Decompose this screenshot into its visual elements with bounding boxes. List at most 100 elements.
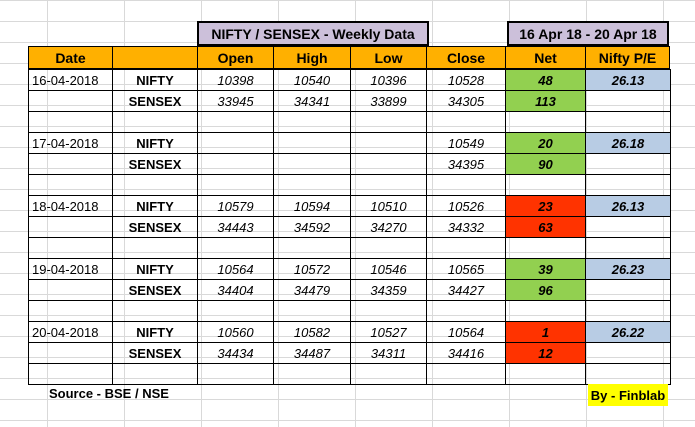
spacer-cell [197, 111, 274, 133]
spacer-cell [505, 174, 586, 196]
index-name-cell: SENSEX [112, 216, 198, 238]
spacer-cell [28, 363, 113, 385]
pe-cell [585, 90, 671, 112]
date-cell: 17-04-2018 [28, 132, 113, 154]
close-cell: 34416 [426, 342, 506, 364]
spacer-row [28, 111, 671, 133]
spacer-cell [273, 237, 351, 259]
date-cell: 16-04-2018 [28, 69, 113, 91]
date-cell [28, 153, 113, 175]
net-cell: 23 [505, 195, 586, 217]
open-cell: 10564 [197, 258, 274, 280]
spacer-cell [505, 111, 586, 133]
spacer-cell [585, 363, 671, 385]
spacer-cell [585, 300, 671, 322]
index-name-cell: NIFTY [112, 132, 198, 154]
net-cell: 90 [505, 153, 586, 175]
close-cell: 34305 [426, 90, 506, 112]
low-cell [350, 132, 427, 154]
table-row: 20-04-2018 NIFTY 10560 10582 10527 10564 1 26.2… [28, 321, 671, 343]
spacer-row [28, 174, 671, 196]
spacer-cell [585, 174, 671, 196]
open-cell: 10398 [197, 69, 274, 91]
spacer-cell [273, 111, 351, 133]
spacer-cell [350, 237, 427, 259]
close-cell: 10526 [426, 195, 506, 217]
spacer-cell [197, 300, 274, 322]
spacer-cell [426, 363, 506, 385]
spacer-cell [197, 237, 274, 259]
index-name-cell: NIFTY [112, 69, 198, 91]
spacer-cell [197, 363, 274, 385]
spacer-cell [112, 111, 198, 133]
close-cell: 10564 [426, 321, 506, 343]
index-name-cell: SENSEX [112, 90, 198, 112]
spacer-cell [197, 174, 274, 196]
close-cell: 34332 [426, 216, 506, 238]
high-cell [273, 132, 351, 154]
spacer-cell [28, 300, 113, 322]
open-cell [197, 132, 274, 154]
header-open: Open [198, 47, 274, 68]
spacer-cell [585, 237, 671, 259]
spacer-cell [350, 174, 427, 196]
pe-cell [585, 153, 671, 175]
spacer-cell [28, 111, 113, 133]
table-row: SENSEX 34443 34592 34270 34332 63 [28, 216, 671, 238]
header-low: Low [351, 47, 427, 68]
low-cell: 34359 [350, 279, 427, 301]
spacer-cell [273, 363, 351, 385]
spacer-cell [426, 174, 506, 196]
pe-cell [585, 342, 671, 364]
open-cell: 10560 [197, 321, 274, 343]
low-cell: 10510 [350, 195, 427, 217]
header-row: Date Open High Low Close Net Nifty P/E [28, 46, 670, 69]
open-cell: 34404 [197, 279, 274, 301]
close-cell: 34395 [426, 153, 506, 175]
spacer-cell [505, 363, 586, 385]
net-cell: 1 [505, 321, 586, 343]
net-cell: 20 [505, 132, 586, 154]
weekly-data-table: 16-04-2018 NIFTY 10398 10540 10396 10528 48 26.… [28, 69, 671, 385]
high-cell: 10594 [273, 195, 351, 217]
open-cell: 10579 [197, 195, 274, 217]
close-cell: 34427 [426, 279, 506, 301]
header-date: Date [29, 47, 113, 68]
spacer-cell [28, 237, 113, 259]
net-cell: 48 [505, 69, 586, 91]
spacer-cell [112, 174, 198, 196]
open-cell: 33945 [197, 90, 274, 112]
sheet-title: NIFTY / SENSEX - Weekly Data [197, 21, 429, 46]
spacer-cell [505, 237, 586, 259]
spacer-row [28, 300, 671, 322]
spacer-cell [28, 174, 113, 196]
date-cell [28, 90, 113, 112]
header-net: Net [506, 47, 586, 68]
pe-cell: 26.22 [585, 321, 671, 343]
header-pe: Nifty P/E [586, 47, 669, 68]
index-name-cell: NIFTY [112, 321, 198, 343]
high-cell: 34341 [273, 90, 351, 112]
close-cell: 10549 [426, 132, 506, 154]
spacer-cell [112, 300, 198, 322]
close-cell: 10528 [426, 69, 506, 91]
low-cell: 34311 [350, 342, 427, 364]
net-cell: 113 [505, 90, 586, 112]
table-row: SENSEX 34395 90 [28, 153, 671, 175]
table-row: 16-04-2018 NIFTY 10398 10540 10396 10528 48 26.… [28, 69, 671, 91]
header-index [113, 47, 198, 68]
header-high: High [274, 47, 351, 68]
date-cell [28, 342, 113, 364]
close-cell: 10565 [426, 258, 506, 280]
low-cell: 10527 [350, 321, 427, 343]
high-cell [273, 153, 351, 175]
open-cell: 34434 [197, 342, 274, 364]
net-cell: 63 [505, 216, 586, 238]
spacer-cell [505, 300, 586, 322]
low-cell: 33899 [350, 90, 427, 112]
pe-cell: 26.13 [585, 69, 671, 91]
pe-cell [585, 279, 671, 301]
pe-cell: 26.23 [585, 258, 671, 280]
table-row: SENSEX 34404 34479 34359 34427 96 [28, 279, 671, 301]
pe-cell: 26.18 [585, 132, 671, 154]
